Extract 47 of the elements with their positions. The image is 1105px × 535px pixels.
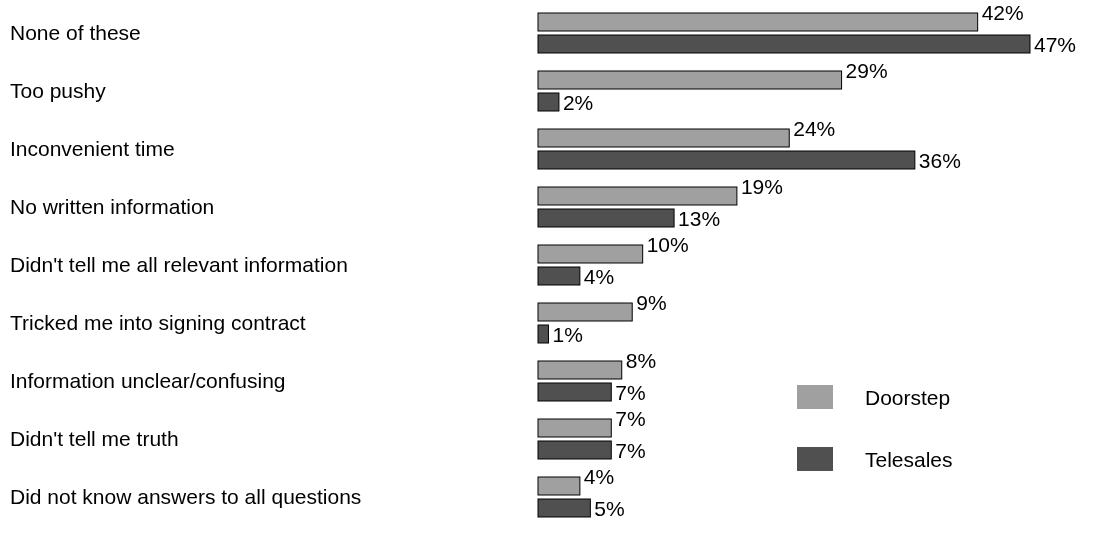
- bar: [537, 440, 612, 460]
- data-label: 8%: [625, 349, 657, 372]
- bar: [537, 498, 591, 518]
- data-label: 9%: [636, 291, 667, 314]
- y-tick-label: Did not know answers to all questions: [10, 485, 362, 508]
- data-label: 13%: [678, 207, 721, 230]
- data-label: 24%: [793, 117, 836, 140]
- y-tick-label: Too pushy: [10, 79, 107, 102]
- y-tick-label: Didn't tell me truth: [10, 427, 179, 450]
- legend-label: Doorstep: [865, 386, 951, 409]
- y-tick-label: Tricked me into signing contract: [10, 311, 306, 334]
- bar: [537, 244, 644, 264]
- bar: [537, 302, 633, 322]
- bar: [537, 150, 916, 170]
- data-label: 10%: [646, 233, 689, 256]
- bar: [537, 324, 549, 344]
- bar: [537, 70, 843, 90]
- legend-label: Telesales: [865, 448, 953, 471]
- data-label: 42%: [981, 1, 1024, 24]
- data-label: 36%: [918, 149, 961, 172]
- data-label: 4%: [583, 265, 615, 288]
- data-label: 5%: [594, 497, 625, 520]
- data-label: 29%: [845, 59, 888, 82]
- data-label: 7%: [615, 381, 646, 404]
- bar: [537, 208, 675, 228]
- bar: [537, 476, 581, 496]
- data-label: 4%: [583, 465, 615, 488]
- y-tick-label: None of these: [10, 21, 141, 44]
- y-tick-label: Inconvenient time: [10, 137, 175, 160]
- data-label: 2%: [562, 91, 594, 114]
- data-label: 7%: [615, 439, 646, 462]
- bar: [537, 92, 560, 112]
- bar: [537, 128, 790, 148]
- bar: [537, 360, 623, 380]
- bar: [537, 418, 612, 438]
- data-label: 19%: [740, 175, 783, 198]
- y-tick-label: Didn't tell me all relevant information: [10, 253, 348, 276]
- bar: [537, 382, 612, 402]
- bar: [537, 34, 1031, 54]
- bar: [537, 186, 738, 206]
- bar: [537, 12, 979, 32]
- y-tick-label: Information unclear/confusing: [10, 369, 286, 392]
- bar: [537, 266, 581, 286]
- data-label: 7%: [615, 407, 646, 430]
- data-label: 47%: [1034, 33, 1077, 56]
- y-tick-label: No written information: [10, 195, 215, 218]
- data-label: 1%: [552, 323, 583, 346]
